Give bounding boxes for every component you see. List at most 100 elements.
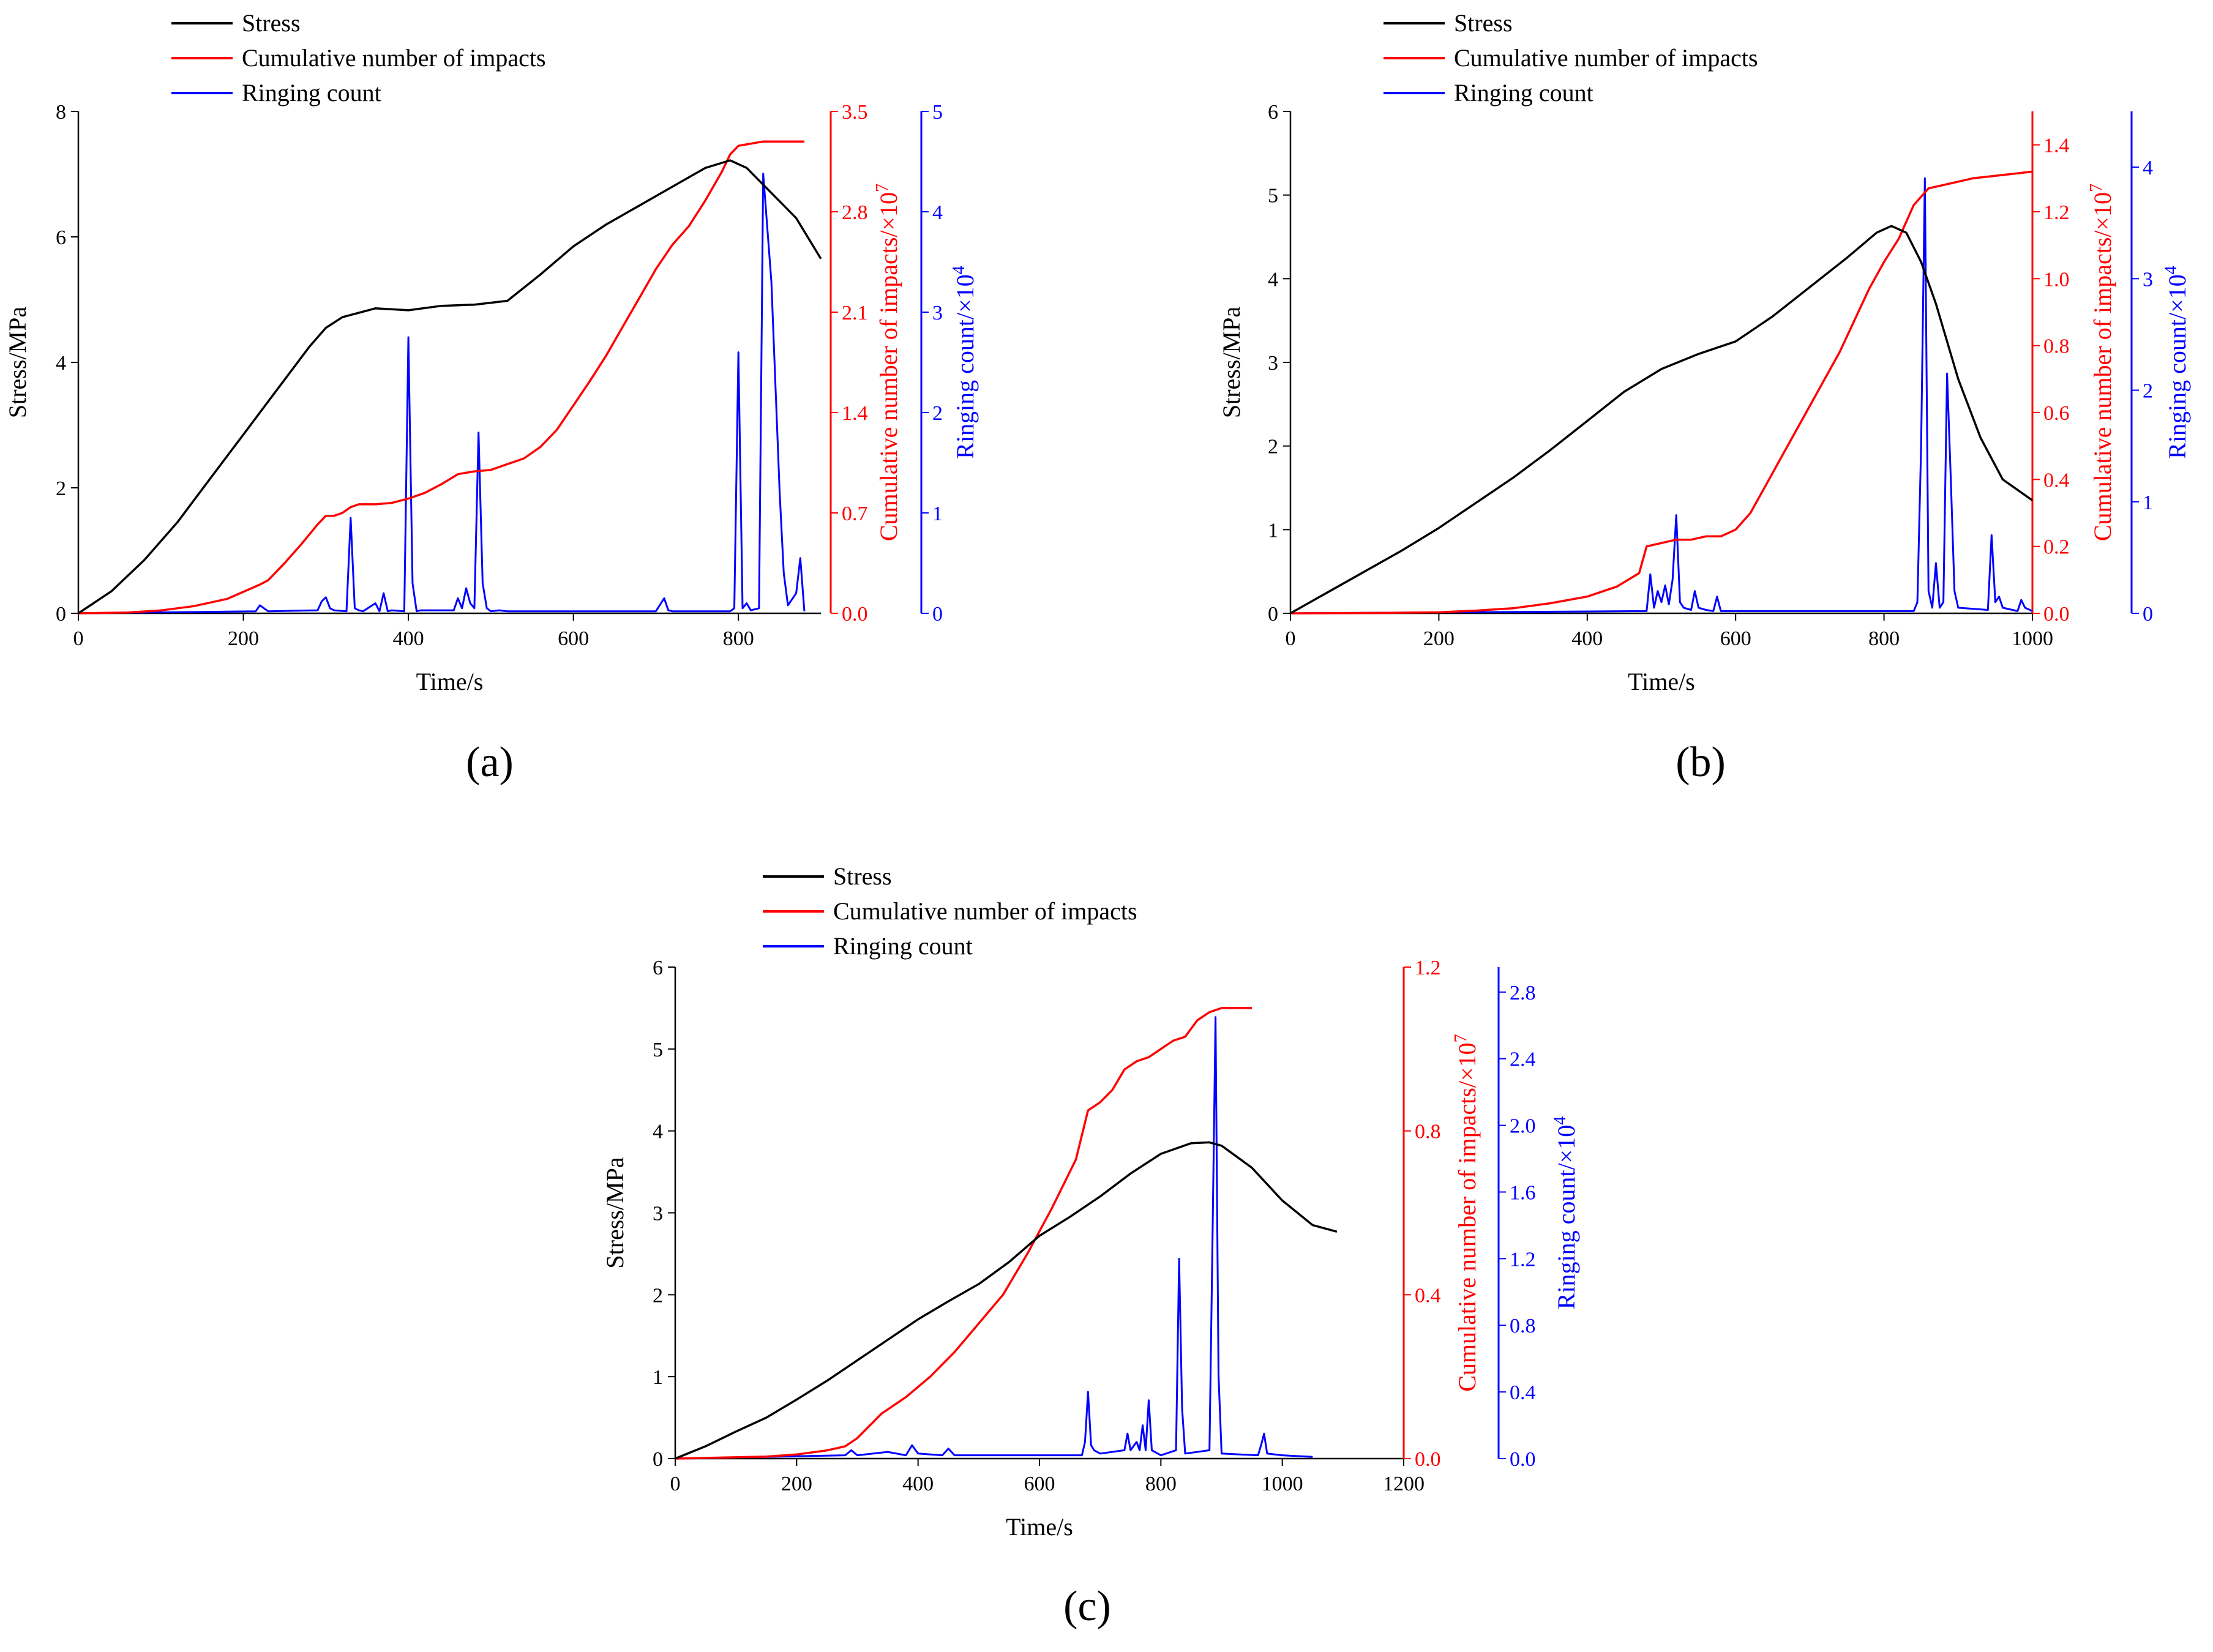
- y-right2-axis-title-exponent: 4: [2162, 266, 2181, 274]
- y-right1-tick-label: 0.7: [842, 503, 868, 525]
- x-tick-label: 600: [1024, 1473, 1055, 1495]
- x-tick-label: 800: [1868, 627, 1900, 650]
- y-left-tick-label: 5: [653, 1039, 663, 1061]
- x-tick-label: 1000: [2012, 627, 2053, 650]
- x-tick-label: 1000: [1262, 1473, 1303, 1495]
- y-right2-tick-label: 0.8: [1510, 1315, 1536, 1337]
- stress-line: [1290, 225, 2034, 615]
- y-right2-tick-label: 1.2: [1510, 1248, 1536, 1271]
- y-right2-axis-title: Ringing count/×104: [949, 266, 979, 458]
- legend-label-2: Cumulative number of impacts: [242, 44, 546, 72]
- y-left-axis-title: Stress/MPa: [1218, 307, 1245, 418]
- x-tick-label: 400: [902, 1473, 934, 1495]
- x-tick-label: 600: [1720, 627, 1751, 650]
- y-right2-tick-label: 1: [2143, 491, 2153, 514]
- y-left-axis-title: Stress/MPa: [4, 307, 31, 418]
- chart-panel-3: Stress Cumulative number of impacts Ringin…: [601, 862, 1580, 1630]
- y-left-tick-label: 0: [56, 603, 66, 626]
- y-left-tick-label: 2: [56, 477, 66, 500]
- y-right2-tick-label: 1.6: [1510, 1181, 1536, 1204]
- legend-label-3: Ringing count: [1454, 79, 1593, 107]
- impacts-line: [1290, 170, 2033, 615]
- x-tick-label: 1200: [1383, 1473, 1425, 1495]
- y-left-tick-label: 0: [1268, 603, 1278, 626]
- y-left-tick-label: 4: [56, 352, 66, 375]
- y-left-tick-label: 4: [1268, 268, 1278, 291]
- ringing-line: [78, 173, 806, 615]
- panel-label: (c): [1063, 1583, 1111, 1630]
- y-right1-tick-label: 0.0: [1415, 1448, 1441, 1471]
- y-left-tick-label: 5: [1268, 185, 1278, 207]
- legend-label-1: Stress: [242, 9, 301, 37]
- y-right2-axis-title: Ringing count/×104: [2162, 266, 2192, 458]
- y-left-tick-label: 3: [1268, 352, 1278, 375]
- y-right1-tick-label: 0.8: [1415, 1121, 1441, 1143]
- y-right1-tick-label: 0.4: [2043, 469, 2070, 491]
- x-tick-label: 400: [1571, 627, 1603, 650]
- y-right1-axis-title: Cumulative number of impacts/×107: [1451, 1034, 1481, 1391]
- y-right2-tick-label: 0.4: [1510, 1381, 1536, 1404]
- y-right1-tick-label: 2.8: [842, 201, 868, 224]
- legend-label-3: Ringing count: [242, 79, 381, 107]
- y-left-tick-label: 2: [653, 1284, 663, 1307]
- y-right2-axis-title-exponent: 4: [949, 266, 968, 274]
- legend-label-2: Cumulative number of impacts: [833, 897, 1137, 925]
- y-left-axis-title: Stress/MPa: [601, 1157, 629, 1268]
- y-left-tick-label: 2: [1268, 436, 1278, 458]
- ringing-line: [675, 1016, 1313, 1460]
- y-right1-tick-label: 2.1: [842, 302, 868, 324]
- y-left-tick-label: 6: [653, 957, 663, 979]
- y-right1-tick-label: 1.0: [2043, 268, 2070, 291]
- y-right1-tick-label: 0.0: [842, 603, 868, 626]
- y-right1-tick-label: 0.2: [2043, 536, 2070, 559]
- x-tick-label: 200: [228, 627, 259, 650]
- panel-label: (b): [1676, 739, 1726, 786]
- impacts-line: [78, 140, 804, 615]
- y-right2-tick-label: 4: [932, 201, 943, 224]
- y-right1-tick-label: 3.5: [842, 101, 868, 124]
- y-right2-tick-label: 0: [2143, 603, 2153, 626]
- y-left-tick-label: 8: [56, 101, 66, 124]
- x-tick-label: 200: [1423, 627, 1455, 650]
- y-right1-tick-label: 0.6: [2043, 402, 2070, 425]
- y-right1-tick-label: 1.2: [1415, 957, 1441, 979]
- y-right1-axis-title: Cumulative number of impacts/×107: [2087, 184, 2117, 541]
- x-tick-label: 200: [781, 1473, 812, 1495]
- y-right2-tick-label: 2.0: [1510, 1115, 1536, 1138]
- y-left-tick-label: 1: [653, 1366, 663, 1389]
- y-right1-axis-title: Cumulative number of impacts/×107: [873, 184, 903, 541]
- y-right1-tick-label: 0.4: [1415, 1284, 1441, 1307]
- stress-line: [78, 159, 822, 615]
- x-tick-label: 800: [1145, 1473, 1177, 1495]
- y-right2-tick-label: 1: [932, 503, 943, 525]
- x-axis-title: Time/s: [1628, 668, 1695, 695]
- y-left-tick-label: 6: [56, 226, 66, 249]
- y-right1-tick-label: 1.4: [842, 402, 868, 425]
- y-right2-tick-label: 5: [932, 101, 943, 124]
- x-axis-title: Time/s: [1006, 1513, 1073, 1541]
- y-right2-tick-label: 0.0: [1510, 1448, 1536, 1471]
- y-right1-tick-label: 1.4: [2043, 135, 2070, 157]
- y-right1-axis-title-exponent: 7: [1451, 1034, 1470, 1042]
- legend-label-3: Ringing count: [833, 932, 973, 960]
- x-tick-label: 400: [393, 627, 424, 650]
- legend-label-1: Stress: [1454, 9, 1513, 37]
- y-right2-tick-label: 0: [932, 603, 943, 626]
- y-left-tick-label: 3: [653, 1203, 663, 1225]
- y-left-tick-label: 6: [1268, 101, 1278, 124]
- y-right2-tick-label: 4: [2143, 157, 2153, 179]
- y-right2-tick-label: 2.8: [1510, 982, 1536, 1004]
- y-right2-tick-label: 3: [932, 302, 943, 324]
- x-tick-label: 800: [723, 627, 754, 650]
- x-axis-title: Time/s: [416, 668, 484, 695]
- legend-label-2: Cumulative number of impacts: [1454, 44, 1758, 72]
- y-right2-tick-label: 2: [932, 402, 943, 425]
- ringing-line: [1290, 177, 2033, 615]
- chart-panel-2: Stress Cumulative number of impacts Ringin…: [1218, 9, 2191, 786]
- y-right1-tick-label: 0.8: [2043, 335, 2070, 358]
- panel-label: (a): [466, 739, 514, 786]
- chart-panel-1: Stress Cumulative number of impacts Ringin…: [4, 9, 979, 786]
- stress-line: [675, 1141, 1338, 1460]
- y-left-tick-label: 0: [653, 1448, 663, 1471]
